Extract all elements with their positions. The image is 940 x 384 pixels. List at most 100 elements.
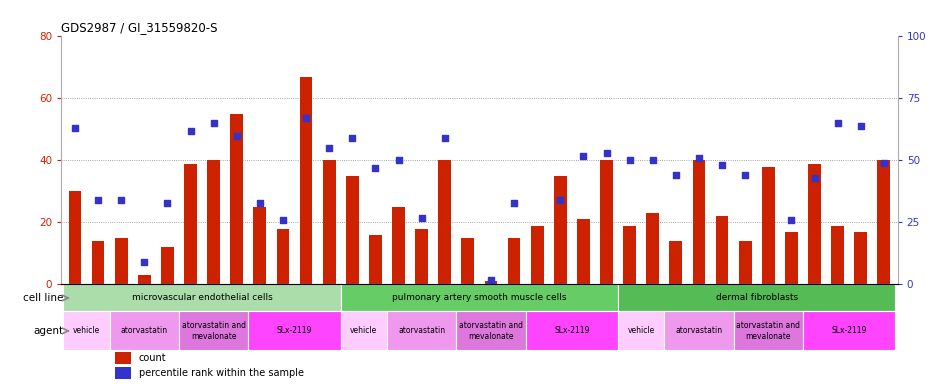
Point [622, 157, 637, 164]
Point [645, 157, 660, 164]
Bar [69, 192, 82, 285]
Point [507, 200, 522, 206]
Bar [184, 164, 196, 285]
Point [714, 162, 729, 169]
Bar [877, 161, 890, 285]
Point [576, 152, 591, 159]
Bar [438, 161, 451, 285]
Text: count: count [139, 353, 166, 363]
Point [415, 214, 430, 220]
Point [692, 155, 707, 161]
Bar [623, 225, 636, 285]
Bar [346, 176, 359, 285]
Bar [808, 164, 821, 285]
Point [90, 197, 105, 203]
Bar [322, 161, 336, 285]
Bar [739, 241, 751, 285]
Bar [63, 285, 340, 311]
Bar [208, 161, 220, 285]
Bar [854, 232, 867, 285]
Point [68, 125, 83, 131]
Bar [179, 311, 248, 350]
Point [183, 127, 198, 134]
Bar [415, 229, 428, 285]
Point [206, 120, 221, 126]
Bar [785, 232, 798, 285]
Point [321, 145, 337, 151]
Bar [647, 213, 659, 285]
Bar [116, 367, 131, 379]
Point [368, 165, 383, 171]
Bar [600, 161, 613, 285]
Point [483, 276, 498, 283]
Point [229, 132, 244, 139]
Bar [138, 275, 150, 285]
Text: atorvastatin and
mevalonate: atorvastatin and mevalonate [736, 321, 800, 341]
Bar [619, 285, 896, 311]
Text: GDS2987 / GI_31559820-S: GDS2987 / GI_31559820-S [61, 21, 217, 34]
Text: atorvastatin: atorvastatin [120, 326, 168, 335]
Point [114, 197, 129, 203]
Point [876, 160, 891, 166]
Bar [762, 167, 775, 285]
Text: atorvastatin and
mevalonate: atorvastatin and mevalonate [181, 321, 245, 341]
Text: pulmonary artery smooth muscle cells: pulmonary artery smooth muscle cells [392, 293, 567, 303]
Text: dermal fibroblasts: dermal fibroblasts [715, 293, 798, 303]
Text: agent: agent [33, 326, 63, 336]
Point [391, 157, 406, 164]
Point [345, 135, 360, 141]
Bar [531, 225, 543, 285]
Bar [63, 311, 110, 350]
Bar [485, 281, 497, 285]
Point [553, 197, 568, 203]
Bar [387, 311, 456, 350]
Bar [733, 311, 803, 350]
Point [668, 172, 683, 179]
Bar [340, 311, 387, 350]
Bar [693, 161, 705, 285]
Text: vehicle: vehicle [351, 326, 378, 335]
Bar [619, 311, 665, 350]
Point [599, 150, 614, 156]
Bar [230, 114, 243, 285]
Bar [525, 311, 619, 350]
Point [137, 259, 152, 265]
Bar [115, 238, 128, 285]
Bar [665, 311, 733, 350]
Bar [340, 285, 619, 311]
Text: SLx-2119: SLx-2119 [276, 326, 312, 335]
Text: SLx-2119: SLx-2119 [832, 326, 867, 335]
Point [807, 175, 822, 181]
Bar [254, 207, 266, 285]
Bar [462, 238, 474, 285]
Text: SLx-2119: SLx-2119 [555, 326, 589, 335]
Bar [669, 241, 682, 285]
Bar [116, 352, 131, 364]
Text: vehicle: vehicle [628, 326, 655, 335]
Point [830, 120, 845, 126]
Bar [248, 311, 340, 350]
Point [437, 135, 452, 141]
Text: cell line: cell line [24, 293, 63, 303]
Bar [300, 77, 312, 285]
Bar [392, 207, 405, 285]
Point [275, 217, 290, 223]
Bar [508, 238, 521, 285]
Bar [456, 311, 525, 350]
Bar [92, 241, 104, 285]
Text: microvascular endothelial cells: microvascular endothelial cells [132, 293, 273, 303]
Bar [110, 311, 179, 350]
Text: percentile rank within the sample: percentile rank within the sample [139, 368, 304, 378]
Bar [831, 225, 844, 285]
Bar [369, 235, 382, 285]
Text: atorvastatin and
mevalonate: atorvastatin and mevalonate [459, 321, 523, 341]
Point [252, 200, 267, 206]
Point [299, 115, 314, 121]
Text: atorvastatin: atorvastatin [398, 326, 446, 335]
Bar [554, 176, 567, 285]
Bar [276, 229, 290, 285]
Point [160, 200, 175, 206]
Bar [803, 311, 896, 350]
Point [854, 123, 869, 129]
Bar [577, 219, 589, 285]
